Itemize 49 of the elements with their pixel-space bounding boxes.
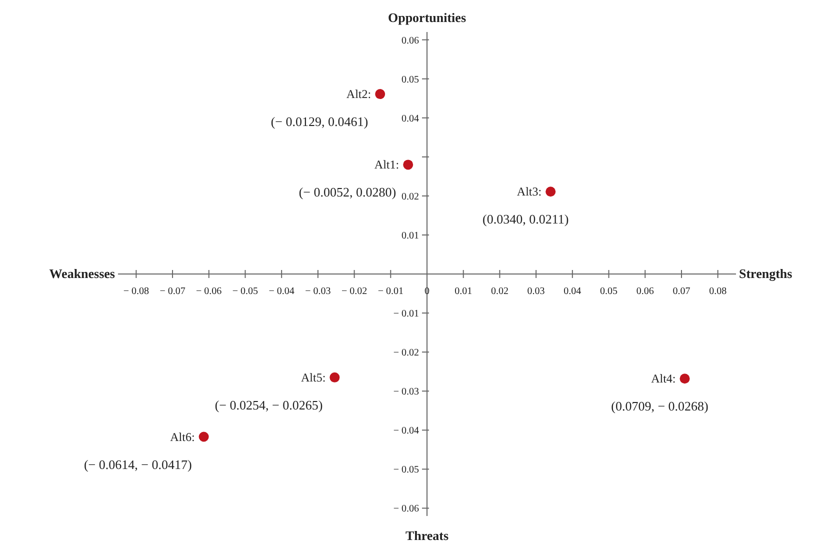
point: [330, 372, 340, 382]
data-label: (− 0.0052, 0.0280): [298, 184, 396, 200]
point: [403, 160, 414, 170]
point: [375, 89, 386, 100]
data-label: (0.0709, − 0.0268): [611, 398, 708, 414]
y-tick-label: − 0.03: [393, 386, 419, 398]
x-tick-label: − 0.03: [305, 286, 331, 297]
text: Threats: [405, 528, 449, 543]
x-tick-label: 0.01: [454, 286, 472, 297]
annotation: Alt5:: [300, 370, 326, 384]
data-label: (− 0.0129, 0.0461): [270, 114, 368, 130]
x-tick-label: − 0.04: [268, 286, 294, 297]
y-tick-label: − 0.04: [393, 426, 419, 437]
y-tick-label: 0.06: [402, 35, 419, 46]
y-axis-title: Opportunities: [388, 10, 466, 25]
x-tick-label: 0.05: [600, 286, 618, 297]
x-tick-label: 0.08: [709, 286, 727, 297]
x-tick-label: − 0.02: [341, 286, 368, 297]
y-tick-label: 0.04: [402, 113, 419, 124]
point: [198, 432, 209, 442]
y-tick-label: 0.02: [402, 191, 419, 202]
y-tick-label: − 0.01: [393, 308, 419, 320]
x-tick-label: 0.04: [564, 286, 582, 297]
point: [680, 374, 690, 384]
x-tick-label: 0.03: [527, 286, 545, 297]
y-tick-label: 0.01: [402, 230, 419, 242]
x-tick-label: − 0.07: [160, 286, 186, 297]
x-tick-label: − 0.06: [196, 286, 222, 297]
annotation: Alt3:: [516, 184, 542, 199]
x-tick-label: − 0.01: [378, 286, 404, 297]
annotation: Alt4:: [651, 372, 676, 386]
x-axis-title: Strengths: [739, 266, 792, 281]
y-tick-label: − 0.02: [393, 348, 419, 359]
annotation: Alt2:: [346, 87, 372, 102]
y-tick-label: − 0.06: [393, 504, 419, 515]
y-tick-label: 0.05: [402, 74, 419, 86]
x-tick-label: − 0.05: [232, 286, 258, 297]
x-tick-label: 0.02: [490, 286, 508, 297]
x-tick-label: 0.07: [672, 286, 690, 297]
data-label: (0.0340, 0.0211): [482, 212, 569, 227]
data-label: (− 0.0254, − 0.0265): [214, 397, 323, 412]
annotation: Alt6:: [170, 430, 195, 444]
x-tick-label: 0.06: [636, 286, 654, 297]
y-tick-label: − 0.05: [393, 464, 419, 476]
annotation: Alt1:: [374, 158, 400, 172]
data-label: (− 0.0614, − 0.0417): [84, 456, 192, 472]
text: Weaknesses: [49, 266, 115, 281]
point: [546, 186, 556, 197]
x-tick-label: − 0.08: [123, 286, 149, 297]
